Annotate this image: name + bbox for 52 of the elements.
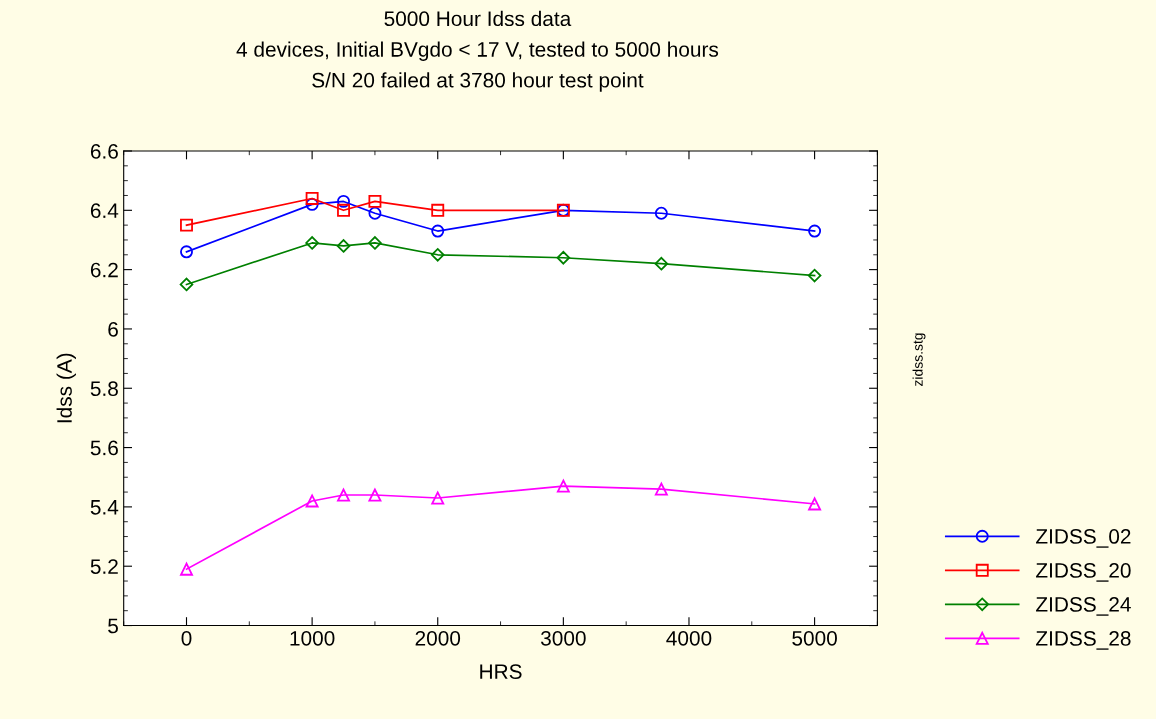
point — [556, 250, 571, 265]
x-tick-label: 4000 — [666, 630, 712, 646]
point — [305, 236, 319, 250]
point — [808, 224, 822, 238]
point — [305, 494, 319, 508]
point — [180, 218, 193, 232]
point — [654, 206, 668, 220]
y-tick-label: 6.6 — [90, 143, 118, 159]
legend-label: ZIDSS_02 — [1036, 529, 1131, 548]
chart-subtitle: 4 devices, Initial BVgdo < 17 V, tested to 5000 hours S/N 20 failed at 3780 hour test point — [236, 41, 719, 92]
point — [180, 245, 193, 259]
y-tick-label: 5.2 — [90, 559, 118, 574]
y-tick-label: 6.2 — [90, 262, 118, 278]
x-tick-label: 1000 — [290, 630, 335, 646]
text: zidss.stg — [912, 333, 926, 386]
point — [305, 197, 319, 211]
point — [180, 562, 193, 576]
point — [305, 191, 319, 205]
y-axis-title: Idss (A) — [56, 353, 76, 423]
point — [337, 488, 350, 502]
chart-title: 5000 Hour Idss data — [384, 10, 572, 27]
point — [654, 256, 669, 271]
legend-label: ZIDSS_28 — [1036, 631, 1131, 650]
point — [431, 491, 445, 505]
point — [430, 247, 445, 262]
x-axis-title: HRS — [480, 664, 522, 679]
legend-label: ZIDSS_24 — [1036, 597, 1131, 616]
point — [368, 194, 382, 208]
point — [556, 479, 570, 493]
y-tick-label: 5 — [108, 618, 118, 634]
point — [368, 236, 382, 250]
point — [431, 203, 445, 217]
y-tick-label: 6.4 — [90, 203, 119, 219]
point — [654, 482, 668, 496]
point — [807, 268, 822, 283]
x-tick-label: 3000 — [540, 630, 586, 646]
x-tick-label: 5000 — [792, 630, 837, 646]
y-tick-label: 5.6 — [90, 440, 118, 456]
point — [431, 224, 445, 238]
y-tick-label: 5.8 — [90, 381, 118, 397]
y-tick-label: 6 — [108, 321, 118, 337]
point — [368, 206, 382, 220]
x-tick-label: 2000 — [415, 630, 461, 646]
point — [368, 488, 382, 502]
x-tick-label: 0 — [181, 630, 192, 646]
point — [179, 277, 194, 292]
legend-label: ZIDSS_20 — [1036, 563, 1131, 582]
point — [336, 239, 351, 253]
y-tick-label: 5.4 — [90, 500, 119, 515]
point — [337, 194, 350, 208]
point — [337, 203, 350, 217]
point — [808, 497, 822, 511]
